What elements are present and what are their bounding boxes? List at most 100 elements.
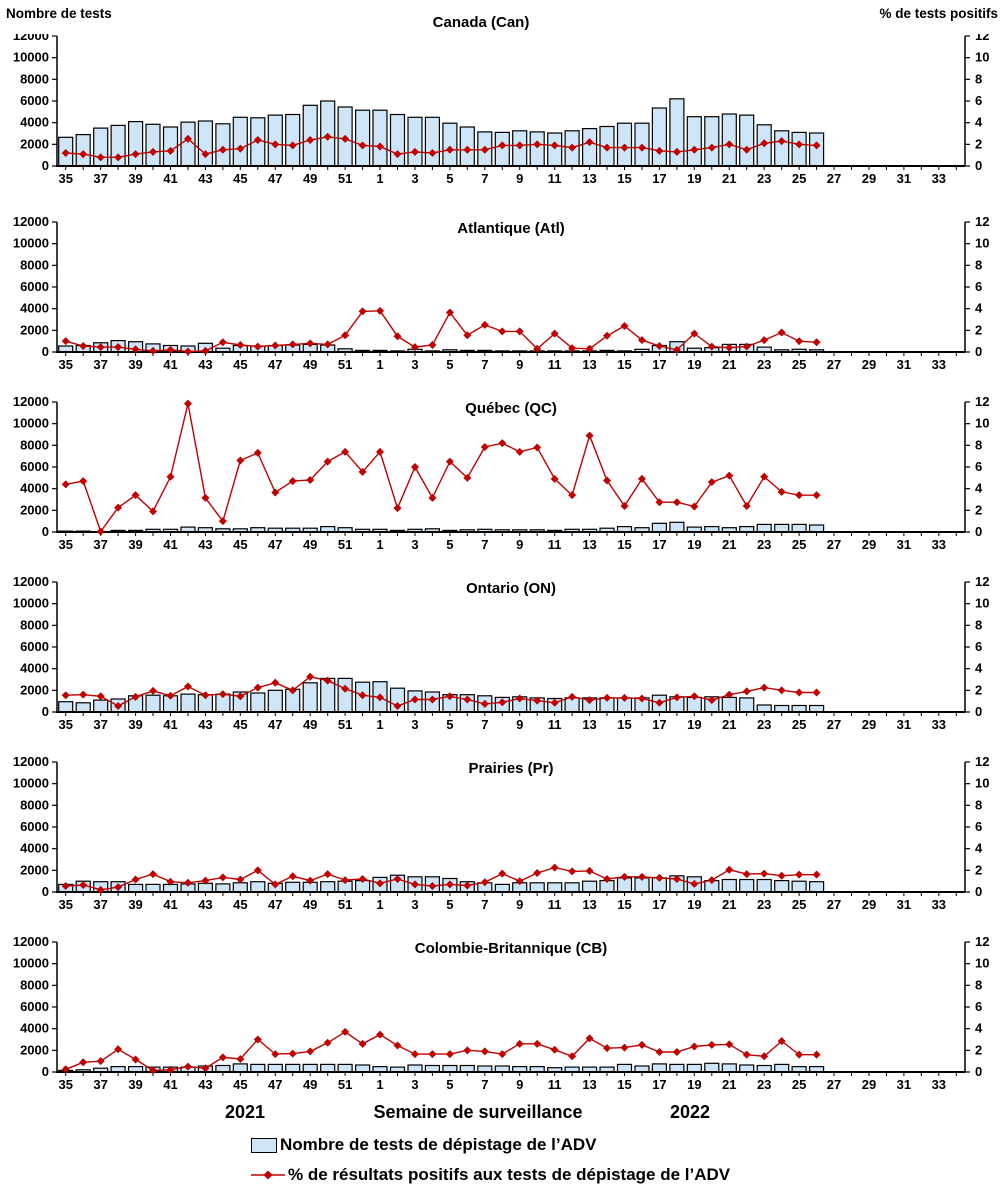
x-tick-label-week-51: 51 bbox=[338, 357, 352, 372]
x-tick-label-week-45: 45 bbox=[233, 537, 247, 552]
pct-marker-week-15 bbox=[620, 1043, 629, 1052]
chart-panel-qu-bec-qc-: Québec (QC) 0 2000 4000 6000 8000 10000 12000 0 2… bbox=[13, 394, 990, 552]
pct-marker-week-9 bbox=[515, 327, 524, 336]
x-tick-label-week-17: 17 bbox=[652, 717, 666, 732]
bar-week-39 bbox=[128, 120, 144, 167]
pct-marker-week-12 bbox=[568, 344, 577, 353]
x-tick-label-week-47: 47 bbox=[268, 1077, 282, 1092]
pct-marker-week-24 bbox=[777, 487, 786, 496]
x-tick-label-week-43: 43 bbox=[198, 897, 212, 912]
x-tick-label-week-39: 39 bbox=[128, 171, 142, 186]
y-left-tick-label: 2000 bbox=[20, 136, 49, 151]
bar-week-42 bbox=[180, 693, 196, 713]
pct-marker-week-13 bbox=[585, 138, 594, 147]
pct-marker-week-22 bbox=[742, 502, 751, 510]
y-right-tick-label: 2 bbox=[975, 502, 982, 517]
pct-line-group bbox=[61, 132, 821, 162]
pct-marker-week-6 bbox=[463, 881, 472, 890]
x-tick-label-week-21: 21 bbox=[722, 897, 736, 912]
pct-marker-week-37 bbox=[96, 1057, 105, 1066]
x-tick-label-week-21: 21 bbox=[722, 1077, 736, 1092]
y-right-tick-label: 4 bbox=[975, 481, 983, 496]
pct-marker-week-10 bbox=[533, 1039, 542, 1048]
pct-marker-week-35 bbox=[61, 1065, 70, 1074]
x-tick-label-week-33: 33 bbox=[932, 537, 946, 552]
pct-marker-week-45 bbox=[236, 692, 245, 701]
pct-marker-week-43 bbox=[201, 1064, 210, 1073]
x-tick-label-week-17: 17 bbox=[652, 897, 666, 912]
y-left-tick-label: 2000 bbox=[20, 862, 49, 877]
y-left-tick-label: 8000 bbox=[20, 977, 49, 992]
pct-marker-week-48 bbox=[288, 477, 297, 486]
pct-marker-week-2 bbox=[393, 332, 402, 341]
pct-marker-week-26 bbox=[812, 870, 821, 879]
y-left-tick-label: 6000 bbox=[20, 819, 49, 834]
x-tick-label-week-37: 37 bbox=[93, 171, 107, 186]
x-tick-label-week-35: 35 bbox=[58, 537, 72, 552]
x-tick-label-week-5: 5 bbox=[446, 537, 453, 552]
x-tick-label-week-15: 15 bbox=[617, 897, 631, 912]
pct-marker-week-15 bbox=[620, 143, 629, 152]
bar-week-22 bbox=[739, 1064, 755, 1073]
bar-week-15 bbox=[616, 1063, 633, 1073]
x-tick-label-week-1: 1 bbox=[376, 171, 383, 186]
pct-marker-week-26 bbox=[812, 688, 821, 697]
x-tick-label-week-51: 51 bbox=[338, 171, 352, 186]
x-tick-label-week-33: 33 bbox=[932, 357, 946, 372]
pct-marker-week-43 bbox=[201, 346, 210, 355]
x-tick-label-week-41: 41 bbox=[163, 171, 177, 186]
x-tick-label-week-23: 23 bbox=[757, 717, 771, 732]
y-right-tick-label: 6 bbox=[975, 279, 982, 294]
bar-week-25 bbox=[791, 523, 807, 533]
pct-marker-week-5 bbox=[445, 692, 454, 701]
legend-item-tests: Nombre de tests de dépistage de l’ADV bbox=[251, 1130, 751, 1160]
bar-week-26 bbox=[808, 132, 825, 167]
x-tick-label-week-43: 43 bbox=[198, 357, 212, 372]
pct-marker-week-35 bbox=[61, 691, 70, 700]
chart-panels: 0 2000 4000 6000 8000 10000 12000 0 2 4 6 8 10 12 35 37… bbox=[0, 34, 1002, 1096]
bar-week-3 bbox=[407, 1064, 423, 1073]
pct-marker-week-1 bbox=[376, 1030, 385, 1039]
pct-marker-week-17 bbox=[655, 146, 664, 155]
x-tick-label-week-1: 1 bbox=[376, 357, 383, 372]
y-right-tick-label: 0 bbox=[975, 704, 982, 719]
pct-marker-week-23 bbox=[760, 1052, 769, 1061]
x-tick-label-week-9: 9 bbox=[516, 717, 523, 732]
pct-marker-week-46 bbox=[253, 683, 262, 692]
pct-marker-week-35 bbox=[61, 882, 70, 891]
x-tick-label-week-7: 7 bbox=[481, 357, 488, 372]
pct-marker-week-41 bbox=[166, 345, 175, 354]
y-right-tick-label: 8 bbox=[975, 617, 982, 632]
pct-marker-week-8 bbox=[498, 327, 507, 336]
x-tick-label-week-33: 33 bbox=[932, 171, 946, 186]
pct-marker-week-51 bbox=[341, 876, 350, 885]
y-right-tick-label: 12 bbox=[975, 934, 989, 949]
pct-marker-week-51 bbox=[341, 1027, 350, 1036]
pct-marker-week-42 bbox=[183, 347, 192, 356]
panel-title: Atlantique (Atl) bbox=[457, 220, 564, 237]
x-tick-label-week-31: 31 bbox=[897, 171, 911, 186]
bar-week-5 bbox=[442, 122, 458, 167]
right-axis-title: % de tests positifs bbox=[879, 6, 998, 21]
pct-marker-week-44 bbox=[218, 873, 227, 882]
y-left-tick-label: 0 bbox=[42, 1064, 49, 1079]
y-right-tick-label: 2 bbox=[975, 1042, 982, 1057]
pct-marker-week-10 bbox=[533, 696, 542, 705]
pct-marker-week-19 bbox=[690, 502, 699, 511]
pct-line bbox=[65, 866, 817, 891]
y-left-tick-label: 10000 bbox=[13, 596, 49, 611]
y-left-tick-label: 2000 bbox=[20, 502, 49, 517]
y-left-tick-label: 12000 bbox=[13, 34, 49, 43]
y-left-tick-label: 10000 bbox=[13, 236, 49, 251]
y-right-tick-label: 10 bbox=[975, 50, 989, 65]
bar-week-45 bbox=[232, 1063, 248, 1073]
bar-week-11 bbox=[547, 132, 563, 167]
pct-marker-week-15 bbox=[620, 872, 629, 881]
pct-marker-week-40 bbox=[149, 147, 158, 156]
y-left-tick-label: 8000 bbox=[20, 437, 49, 452]
bar-week-26 bbox=[808, 881, 825, 893]
pct-marker-week-46 bbox=[253, 342, 262, 351]
pct-marker-week-26 bbox=[812, 141, 821, 150]
